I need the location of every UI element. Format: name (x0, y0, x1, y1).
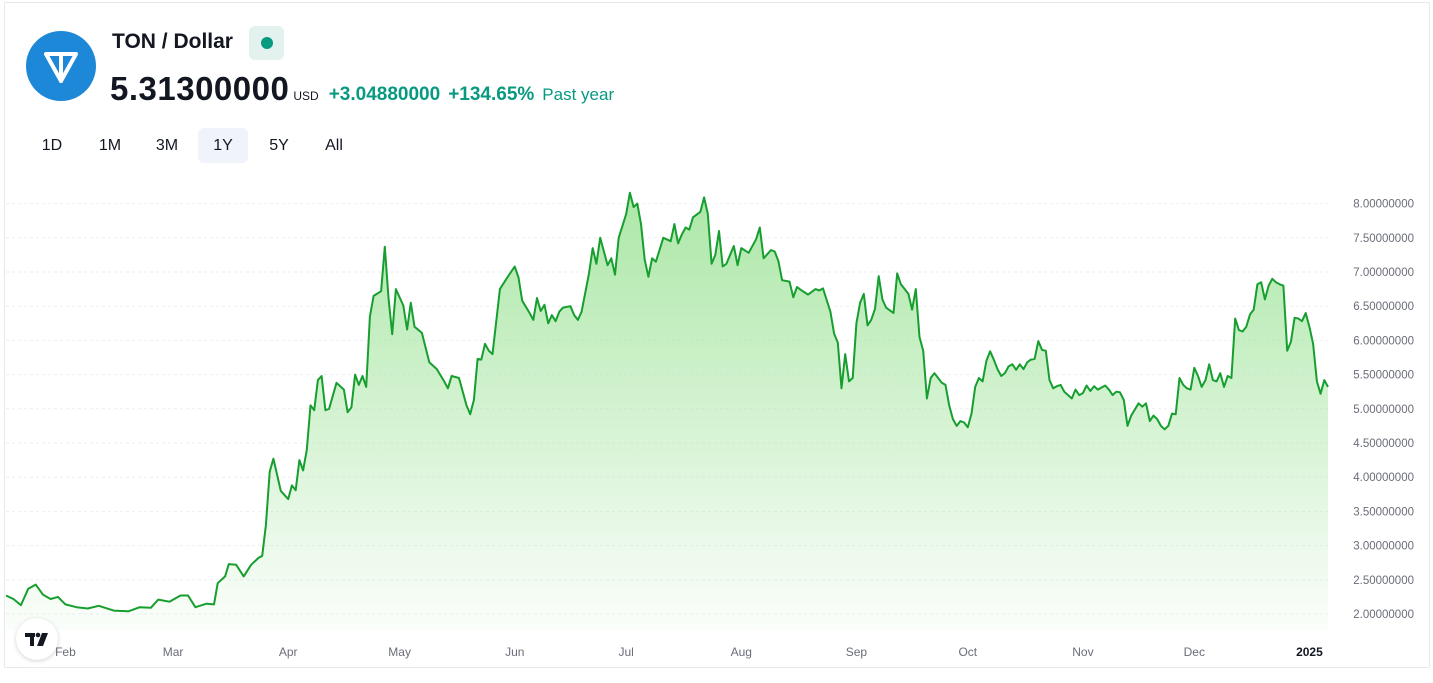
y-tick-label: 5.50000000 (1353, 370, 1414, 382)
x-tick-label: Feb (55, 645, 76, 659)
live-status-badge[interactable] (249, 26, 284, 60)
currency-label: USD (293, 89, 319, 103)
y-tick-label: 2.50000000 (1353, 575, 1414, 587)
price-line[interactable] (5, 191, 1329, 613)
price-row: 5.31300000 USD +3.04880000 +134.65% Past yea… (110, 70, 614, 108)
range-button-all[interactable]: All (325, 137, 343, 154)
range-button-1m[interactable]: 1M (98, 137, 122, 154)
current-price: 5.31300000 (110, 70, 290, 107)
tradingview-logo-icon[interactable] (16, 618, 58, 660)
y-tick-label: 2.00000000 (1353, 609, 1414, 621)
x-tick-label: Nov (1072, 645, 1093, 659)
ton-logo-icon (26, 31, 96, 101)
x-axis: Feb Mar Apr May Jun Jul Aug Sep Oct Nov Dec 2025 (55, 645, 1323, 659)
y-tick-label: 5.00000000 (1353, 404, 1414, 416)
x-tick-label: Sep (846, 645, 868, 659)
x-tick-label: Jul (618, 645, 633, 659)
price-area-fill (6, 192, 1328, 630)
range-button-5y[interactable]: 5Y (269, 137, 289, 154)
y-tick-label: 7.50000000 (1353, 233, 1414, 245)
x-tick-label: Apr (279, 645, 298, 659)
symbol-title: TON / Dollar (112, 30, 233, 53)
x-tick-label: Dec (1184, 645, 1205, 659)
price-change-percent: +134.65% (448, 84, 535, 105)
y-tick-label: 8.00000000 (1353, 199, 1414, 211)
range-button-1y[interactable]: 1Y (198, 128, 248, 163)
x-tick-label: Oct (958, 645, 977, 659)
y-tick-label: 4.00000000 (1353, 472, 1414, 484)
x-tick-label: 2025 (1296, 645, 1323, 659)
x-tick-label: Mar (163, 645, 184, 659)
y-tick-label: 6.50000000 (1353, 301, 1414, 313)
x-tick-label: May (388, 645, 411, 659)
y-tick-label: 6.00000000 (1353, 335, 1414, 347)
x-tick-label: Jun (505, 645, 524, 659)
change-period: Past year (542, 85, 615, 104)
y-tick-label: 3.50000000 (1353, 506, 1414, 518)
x-tick-label: Aug (731, 645, 752, 659)
live-status-dot-icon (261, 37, 273, 49)
y-tick-label: 3.00000000 (1353, 541, 1414, 553)
range-button-1d[interactable]: 1D (41, 137, 63, 154)
price-change: +3.04880000 (328, 84, 441, 105)
y-axis: 8.00000000 7.50000000 7.00000000 6.50000000… (1353, 199, 1414, 621)
range-button-3m[interactable]: 3M (155, 137, 179, 154)
y-tick-label: 7.00000000 (1353, 267, 1414, 279)
y-tick-label: 4.50000000 (1353, 438, 1414, 450)
